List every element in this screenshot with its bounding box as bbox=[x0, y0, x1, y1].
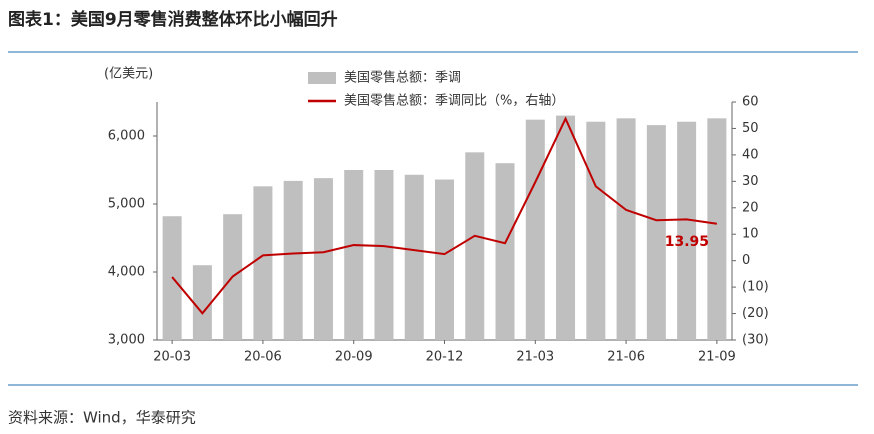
bar bbox=[495, 163, 515, 340]
bar bbox=[556, 115, 576, 340]
y2-tick-label: 30 bbox=[742, 174, 759, 189]
y2-tick-label: 0 bbox=[742, 253, 750, 268]
y2-tick-label: (30) bbox=[742, 333, 769, 348]
bar bbox=[677, 121, 697, 340]
bar bbox=[525, 119, 545, 341]
legend-label: 美国零售总额：季调同比（%，右轴） bbox=[344, 93, 564, 109]
y2-tick-label: 60 bbox=[742, 95, 759, 110]
bar bbox=[192, 265, 212, 340]
y2-tick-label: 20 bbox=[742, 200, 759, 215]
chart-title: 图表1：美国9月零售消费整体环比小幅回升 bbox=[8, 9, 338, 30]
x-tick-label: 20-03 bbox=[153, 350, 191, 365]
x-tick-label: 21-03 bbox=[516, 350, 554, 365]
x-tick-label: 20-06 bbox=[244, 350, 282, 365]
y2-tick-label: 50 bbox=[742, 121, 759, 136]
x-tick-label: 20-09 bbox=[335, 350, 373, 365]
y2-tick-label: 10 bbox=[742, 227, 759, 242]
bar bbox=[283, 180, 303, 340]
y-tick-label: 4,000 bbox=[108, 265, 145, 280]
bar bbox=[616, 118, 636, 340]
x-tick-label: 20-12 bbox=[426, 350, 464, 365]
y2-tick-label: 40 bbox=[742, 147, 759, 162]
y-axis-label: (亿美元) bbox=[104, 67, 153, 82]
y-tick-label: 6,000 bbox=[108, 129, 145, 144]
bar bbox=[374, 170, 394, 340]
legend-label: 美国零售总额：季调 bbox=[344, 70, 461, 86]
legend-swatch bbox=[308, 72, 336, 84]
y2-tick-label: (10) bbox=[742, 280, 769, 295]
bar bbox=[586, 121, 606, 340]
y-tick-label: 3,000 bbox=[108, 333, 145, 348]
bar bbox=[404, 174, 424, 340]
source: 资料来源：Wind，华泰研究 bbox=[8, 409, 196, 427]
data-label: 13.95 bbox=[665, 234, 709, 250]
bar bbox=[646, 125, 666, 341]
y-tick-label: 5,000 bbox=[108, 197, 145, 212]
x-tick-label: 21-09 bbox=[698, 350, 736, 365]
bar bbox=[707, 118, 727, 340]
bar bbox=[344, 170, 364, 340]
bar bbox=[313, 178, 333, 340]
bar bbox=[465, 152, 485, 340]
bar bbox=[253, 186, 273, 340]
bar bbox=[435, 179, 454, 340]
x-tick-label: 21-06 bbox=[607, 350, 645, 365]
y2-tick-label: (20) bbox=[742, 306, 769, 321]
line bbox=[171, 116, 718, 315]
